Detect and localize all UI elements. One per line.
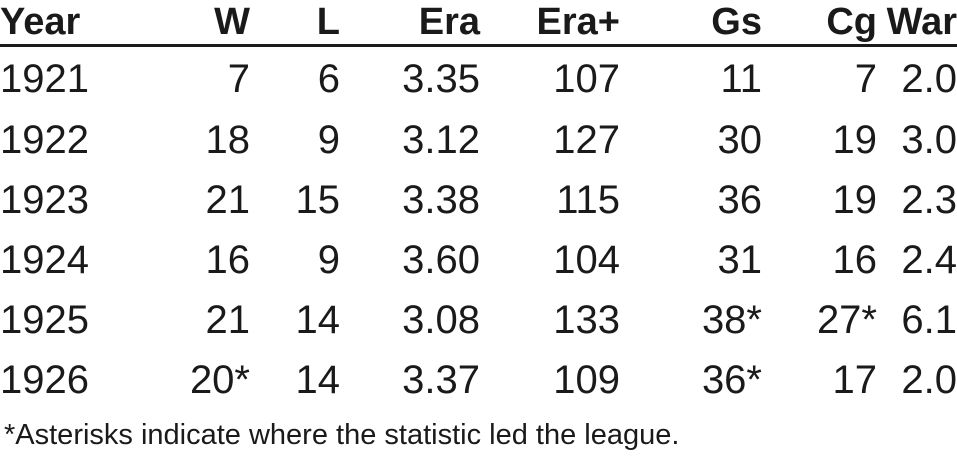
cell-year: 1923 bbox=[0, 178, 89, 222]
header-war: War bbox=[886, 1, 957, 43]
cell-wins: 18 bbox=[205, 118, 251, 162]
cell-war: 3.0 bbox=[901, 118, 957, 162]
table-row: 1921 7 6 3.35 107 11 7 2.0 bbox=[0, 46, 957, 111]
header-era: Era bbox=[418, 1, 480, 43]
cell-year: 1922 bbox=[0, 118, 89, 162]
cell-losses: 14 bbox=[295, 358, 341, 402]
cell-games-started: 11 bbox=[720, 56, 762, 101]
cell-war: 2.0 bbox=[901, 56, 957, 101]
table-row: 1922 18 9 3.12 127 30 19 3.0 bbox=[0, 110, 957, 170]
header-games-started: Gs bbox=[711, 1, 762, 43]
cell-year: 1921 bbox=[0, 56, 89, 101]
cell-losses: 15 bbox=[295, 178, 341, 222]
cell-era-plus: 107 bbox=[553, 56, 620, 101]
cell-war: 2.4 bbox=[901, 238, 957, 282]
pitching-stats-table: Year W L Era Era+ Gs Cg War 1921 7 6 3.3… bbox=[0, 0, 957, 410]
table-row: 1925 21 14 3.08 133 38* 27* 6.1 bbox=[0, 290, 957, 350]
cell-year: 1926 bbox=[0, 358, 89, 402]
cell-complete-games: 19 bbox=[832, 178, 878, 222]
footnote: *Asterisks indicate where the statistic … bbox=[4, 419, 680, 451]
cell-losses: 9 bbox=[317, 118, 340, 162]
header-complete-games: Cg bbox=[826, 1, 877, 43]
header-wins: W bbox=[214, 1, 250, 43]
cell-games-started: 30 bbox=[717, 118, 763, 162]
cell-losses: 14 bbox=[295, 298, 341, 342]
cell-era: 3.35 bbox=[402, 56, 480, 101]
cell-complete-games: 7 bbox=[854, 56, 877, 101]
cell-year: 1924 bbox=[0, 238, 89, 282]
cell-games-started: 36 bbox=[717, 178, 763, 222]
cell-games-started: 36* bbox=[701, 358, 762, 402]
cell-war: 2.0 bbox=[901, 358, 957, 402]
cell-era-plus: 115 bbox=[556, 178, 620, 222]
header-row: Year W L Era Era+ Gs Cg War bbox=[0, 0, 957, 46]
cell-era: 3.38 bbox=[402, 178, 480, 222]
cell-wins: 21 bbox=[205, 298, 251, 342]
cell-games-started: 31 bbox=[717, 238, 763, 282]
cell-era: 3.60 bbox=[402, 238, 480, 282]
cell-complete-games: 19 bbox=[832, 118, 878, 162]
cell-war: 2.3 bbox=[901, 178, 957, 222]
cell-losses: 9 bbox=[317, 238, 340, 282]
cell-war: 6.1 bbox=[901, 298, 957, 342]
header-losses: L bbox=[316, 1, 340, 43]
cell-wins: 16 bbox=[205, 238, 251, 282]
cell-year: 1925 bbox=[0, 298, 89, 342]
cell-era: 3.08 bbox=[402, 298, 480, 342]
table-row: 1924 16 9 3.60 104 31 16 2.4 bbox=[0, 230, 957, 290]
cell-era-plus: 109 bbox=[553, 358, 620, 402]
cell-wins: 20* bbox=[189, 358, 250, 402]
table-row: 1926 20* 14 3.37 109 36* 17 2.0 bbox=[0, 350, 957, 410]
cell-era-plus: 133 bbox=[553, 298, 620, 342]
cell-losses: 6 bbox=[317, 56, 340, 101]
cell-era-plus: 127 bbox=[553, 118, 620, 162]
cell-games-started: 38* bbox=[701, 298, 762, 342]
cell-complete-games: 27* bbox=[816, 298, 877, 342]
cell-complete-games: 17 bbox=[832, 358, 878, 402]
cell-wins: 7 bbox=[227, 56, 250, 101]
header-era-plus: Era+ bbox=[536, 1, 620, 43]
cell-era: 3.12 bbox=[402, 118, 480, 162]
cell-wins: 21 bbox=[205, 178, 251, 222]
header-year: Year bbox=[0, 1, 81, 43]
cell-era: 3.37 bbox=[402, 358, 480, 402]
cell-complete-games: 16 bbox=[832, 238, 878, 282]
table-row: 1923 21 15 3.38 115 36 19 2.3 bbox=[0, 170, 957, 230]
cell-era-plus: 104 bbox=[553, 238, 620, 282]
